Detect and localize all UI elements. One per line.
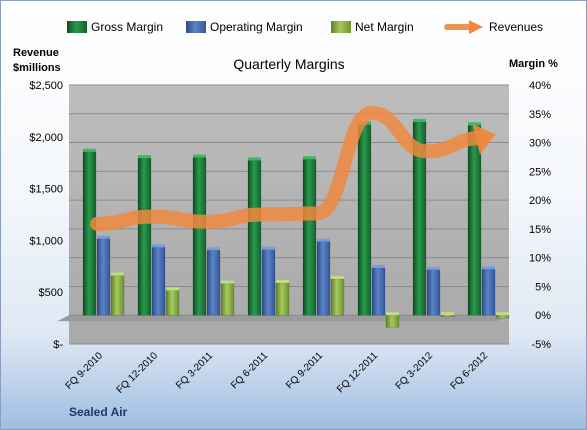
operating-margin-bar: [261, 249, 276, 316]
operating-margin-bar-cap: [97, 235, 110, 239]
legend-item-gross-margin: Gross Margin: [67, 20, 163, 34]
operating-margin-bar-cap: [427, 266, 440, 270]
left-axis-title-line2: $millions: [13, 62, 61, 74]
right-tick-label: 5%: [535, 281, 551, 293]
legend-arrow-revenues: [469, 20, 483, 34]
operating-margin-bar-cap: [317, 238, 330, 242]
operating-margin-bar: [96, 238, 111, 316]
net-margin-bar: [165, 290, 180, 316]
net-margin-bar: [495, 314, 510, 319]
category-label: FQ 6-2011: [229, 350, 270, 391]
right-axis-title: Margin %: [509, 58, 558, 70]
gross-margin-bar-cap: [138, 155, 151, 159]
operating-margin-bar-cap: [482, 266, 495, 270]
chart-title: Quarterly Margins: [233, 56, 344, 72]
company-label: Sealed Air: [69, 405, 128, 419]
legend-label-net-margin: Net Margin: [355, 20, 414, 34]
right-tick-label: 25%: [529, 166, 551, 178]
net-margin-bar-cap: [111, 272, 124, 276]
net-margin-bar: [275, 282, 290, 316]
bars: [82, 118, 510, 328]
legend: Gross Margin Operating Margin Net Margin…: [67, 20, 543, 34]
right-tick-label: 35%: [529, 109, 551, 121]
net-margin-bar: [440, 314, 455, 317]
left-axis-title-line1: Revenue: [13, 47, 59, 59]
net-margin-bar-cap: [441, 312, 454, 316]
right-axis-ticks: -5% 0% 5% 10% 15% 20% 25% 30% 35% 40%: [529, 80, 551, 351]
net-margin-bar-cap: [221, 280, 234, 284]
right-tick-label: 20%: [529, 195, 551, 207]
revenues-line: [90, 105, 489, 231]
category-label: FQ 12-2011: [335, 350, 380, 395]
gross-margin-bar: [247, 160, 262, 316]
net-margin-bar-cap: [386, 312, 399, 316]
gross-margin-bar-cap: [83, 148, 96, 152]
gross-margin-bar: [467, 125, 482, 316]
gross-margin-bar-cap: [303, 156, 316, 160]
right-tick-label: 0%: [535, 310, 551, 322]
legend-swatch-operating-margin: [186, 21, 206, 33]
operating-margin-bar-cap: [372, 265, 385, 269]
net-margin-bar: [110, 275, 125, 316]
operating-margin-bar-cap: [207, 247, 220, 251]
right-tick-label: -5%: [531, 339, 551, 351]
gross-margin-bar-cap: [248, 157, 261, 161]
category-label: FQ 6-2012: [449, 350, 491, 392]
left-tick-label: $-: [53, 339, 63, 351]
gross-margin-bar-cap: [468, 122, 481, 126]
operating-margin-bar: [206, 249, 221, 316]
net-margin-bar-cap: [276, 279, 289, 283]
gross-margin-bar: [192, 157, 207, 316]
legend-item-net-margin: Net Margin: [331, 20, 414, 34]
gross-margin-bar: [82, 151, 97, 316]
left-tick-label: $1,000: [29, 235, 63, 247]
operating-margin-bar-cap: [152, 244, 165, 248]
operating-margin-bar-cap: [262, 246, 275, 250]
left-tick-label: $1,500: [29, 184, 63, 196]
left-tick-label: $500: [39, 287, 63, 299]
category-label: FQ 3-2012: [394, 350, 436, 392]
legend-item-operating-margin: Operating Margin: [186, 20, 303, 34]
category-label: FQ 9-2010: [64, 350, 106, 392]
net-margin-bar: [385, 314, 400, 328]
left-axis-ticks: $- $500 $1,000 $1,500 $2,000 $2,500: [29, 80, 63, 351]
category-label: FQ 12-2010: [115, 350, 161, 396]
net-margin-bar-cap: [166, 287, 179, 291]
revenues-arrowhead: [472, 123, 496, 155]
net-margin-bar: [220, 283, 235, 316]
right-tick-label: 15%: [529, 224, 551, 236]
revenues-line-layer: [90, 105, 496, 231]
legend-swatch-gross-margin: [67, 21, 87, 33]
gross-margin-bar: [137, 157, 152, 316]
legend-label-revenues: Revenues: [489, 20, 543, 34]
category-label: FQ 9-2011: [284, 350, 325, 391]
operating-margin-bar: [151, 247, 166, 316]
operating-margin-bar: [371, 267, 386, 316]
operating-margin-bar: [316, 241, 331, 316]
legend-swatch-net-margin: [331, 21, 351, 33]
legend-label-operating-margin: Operating Margin: [210, 20, 303, 34]
gross-margin-bar: [302, 158, 317, 316]
net-margin-bar-cap: [496, 312, 509, 316]
left-tick-label: $2,000: [29, 132, 63, 144]
right-tick-label: 40%: [529, 80, 551, 92]
right-tick-label: 10%: [529, 253, 551, 265]
operating-margin-bar: [426, 269, 441, 316]
operating-margin-bar: [481, 268, 496, 316]
right-tick-label: 30%: [529, 138, 551, 150]
net-margin-bar: [330, 278, 345, 316]
legend-item-revenues: Revenues: [444, 20, 543, 34]
category-labels: FQ 9-2010 FQ 12-2010 FQ 3-2011 FQ 6-2011 FQ …: [64, 350, 491, 396]
net-margin-bar-cap: [331, 275, 344, 279]
legend-label-gross-margin: Gross Margin: [91, 20, 163, 34]
gross-margin-bar: [357, 124, 372, 316]
gross-margin-bar-cap: [193, 154, 206, 158]
gross-margin-bar-cap: [413, 118, 426, 122]
left-tick-label: $2,500: [29, 80, 63, 92]
category-label: FQ 3-2011: [174, 350, 215, 391]
